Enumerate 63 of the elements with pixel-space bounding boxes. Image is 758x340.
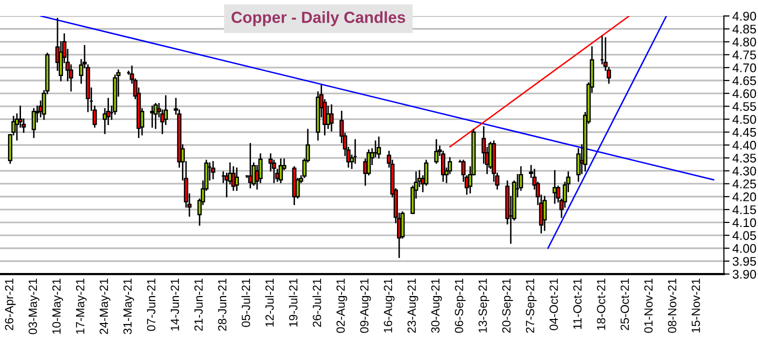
y-tick-label: 4.30 [732, 166, 756, 176]
x-tick-label: 25-Oct-21 [620, 278, 629, 330]
candlestick [576, 148, 581, 182]
chart-title: Copper - Daily Candles [232, 11, 406, 26]
y-tick-label: 4.15 [732, 205, 756, 214]
y-tick-label: 4.90 [732, 12, 756, 21]
y-tick-label: 4.60 [732, 89, 756, 98]
y-tick-label: 4.75 [732, 50, 756, 60]
y-tick-label: 4.50 [732, 115, 756, 124]
x-tick-label: 11-Oct-21 [573, 278, 582, 329]
candlestick [278, 158, 283, 184]
x-tick-label: 31-May-21 [123, 278, 134, 334]
y-tick-label: 4.00 [732, 244, 756, 253]
x-tick-label: 24-May-21 [100, 278, 110, 334]
candlestick [150, 106, 154, 128]
x-tick-label: 17-May-21 [76, 278, 87, 334]
x-tick-label: 05-Jul-21 [241, 278, 250, 327]
x-tick-label: 26-Apr-21 [4, 278, 16, 330]
y-tick-label: 4.35 [732, 154, 756, 163]
y-tick-label: 4.20 [732, 192, 756, 202]
x-tick-label: 19-Jul-21 [288, 278, 298, 327]
y-tick-label: 4.25 [732, 180, 756, 188]
y-tick-label: 4.10 [732, 218, 756, 228]
x-tick-label: 09-Aug-21 [360, 278, 371, 333]
x-tick-label: 02-Aug-21 [336, 278, 348, 333]
y-tick-label: 4.55 [732, 102, 756, 111]
x-tick-label: 15-Nov-21 [692, 278, 700, 332]
x-tick-label: 06-Sep-21 [454, 278, 466, 333]
x-tick-label: 23-Aug-21 [407, 278, 418, 333]
x-tick-label: 16-Aug-21 [384, 278, 395, 332]
candlestick [210, 161, 216, 180]
x-tick-label: 08-Nov-21 [668, 278, 676, 333]
x-tick-label: 18-Oct-21 [596, 278, 606, 330]
x-tick-label: 01-Nov-21 [644, 278, 653, 333]
x-tick-label: 07-Jun-21 [147, 278, 156, 331]
candlestick [434, 139, 439, 164]
x-tick-label: 10-May-21 [52, 278, 64, 334]
y-tick-label: 4.40 [732, 140, 756, 150]
x-tick-label: 03-May-21 [28, 278, 40, 334]
x-tick-label: 28-Jun-21 [218, 278, 226, 331]
y-tick-label: 4.80 [732, 38, 756, 46]
x-tick-label: 04-Oct-21 [550, 278, 558, 330]
candlestick [32, 108, 36, 138]
x-tick-label: 21-Jun-21 [194, 278, 203, 331]
x-tick-label: 30-Aug-21 [431, 278, 442, 333]
y-tick-label: 4.85 [732, 24, 756, 34]
x-tick-label: 27-Sep-21 [526, 278, 537, 333]
x-tick-label: 26-Jul-21 [312, 278, 322, 327]
x-tick-label: 20-Sep-21 [502, 278, 513, 333]
x-tick-label: 12-Jul-21 [265, 278, 274, 327]
candlestick [329, 104, 334, 132]
x-tick-label: 14-Jun-21 [170, 278, 180, 330]
y-tick-label: 4.05 [732, 231, 756, 240]
y-tick-label: 3.95 [732, 256, 756, 266]
x-tick-label: 13-Sep-21 [478, 278, 490, 332]
y-tick-label: 4.70 [732, 63, 756, 72]
candlestick [376, 136, 382, 159]
candlestick [542, 196, 547, 231]
candlestick [153, 103, 158, 129]
y-tick-label: 4.65 [732, 76, 756, 86]
y-tick-label: 4.45 [732, 128, 756, 137]
y-tick-label: 3.90 [732, 270, 756, 279]
candlestick [234, 168, 239, 191]
